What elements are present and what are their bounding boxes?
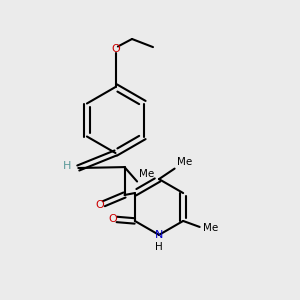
Text: H: H xyxy=(155,242,163,252)
Text: O: O xyxy=(111,44,120,55)
Text: Me: Me xyxy=(203,224,218,233)
Text: O: O xyxy=(109,214,118,224)
Text: H: H xyxy=(63,160,71,171)
Text: Me: Me xyxy=(177,157,192,167)
Text: Me: Me xyxy=(139,169,154,179)
Text: N: N xyxy=(155,230,163,240)
Text: O: O xyxy=(96,200,105,210)
